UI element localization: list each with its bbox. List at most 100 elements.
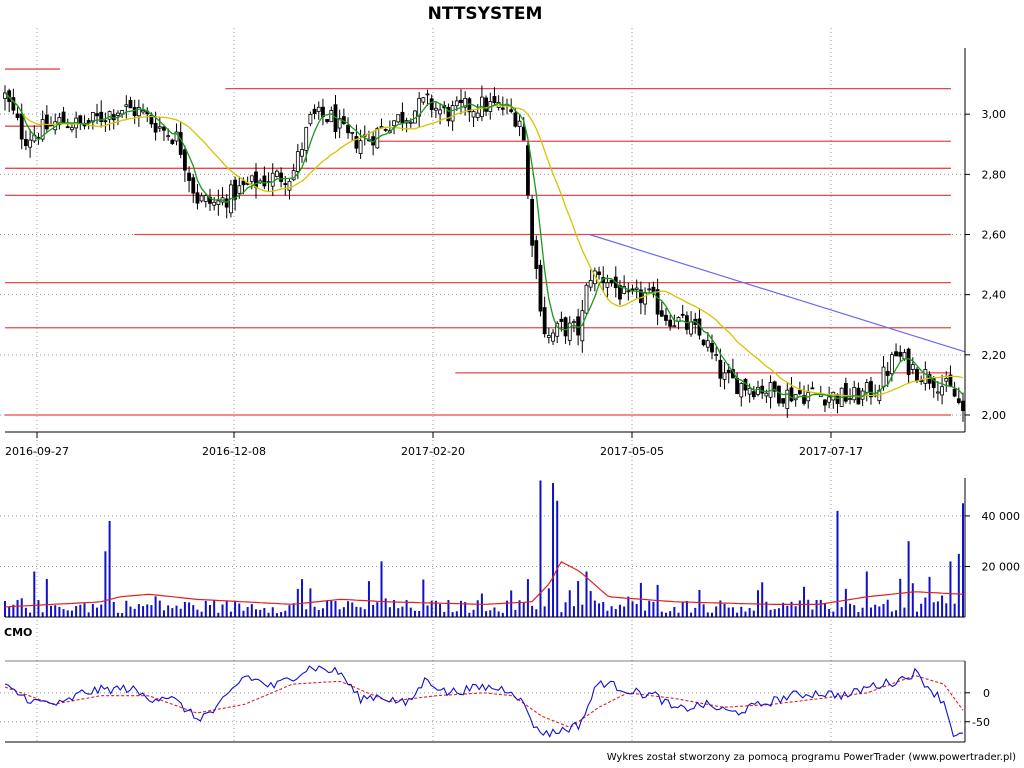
volume-bar <box>37 600 40 617</box>
candle-body <box>714 354 719 356</box>
volume-bar <box>292 603 295 617</box>
volume-bar <box>162 610 165 617</box>
candle-body <box>655 289 660 315</box>
x-tick-label: 2016-09-27 <box>5 445 69 458</box>
candle-body <box>203 195 208 202</box>
candle-body <box>559 318 564 322</box>
volume-bar <box>648 600 651 617</box>
volume-panel <box>4 480 964 617</box>
volume-bar <box>798 600 801 617</box>
candle-body <box>605 282 610 288</box>
volume-bar <box>476 600 479 617</box>
candle-body <box>396 114 401 123</box>
candle-body <box>438 109 442 115</box>
candle-body <box>300 149 304 157</box>
candle-body <box>61 111 66 123</box>
volume-bar <box>639 582 642 617</box>
candle-body <box>881 366 886 388</box>
volume-bar <box>514 609 517 617</box>
candle-body <box>567 322 572 341</box>
volume-bar <box>895 610 898 617</box>
volume-bar <box>844 588 847 617</box>
volume-bar <box>213 600 216 617</box>
volume-bar <box>928 576 931 617</box>
volume-bar <box>610 606 613 617</box>
candle-body <box>810 387 815 390</box>
volume-bar <box>819 599 822 617</box>
volume-bar <box>936 601 939 617</box>
volume-bar <box>455 611 458 617</box>
candle-body <box>940 386 944 396</box>
price-y-tick-label: 2,20 <box>982 349 1007 362</box>
cmo-y-tick-label: 0 <box>983 687 990 700</box>
candle-body <box>358 140 363 154</box>
volume-bar <box>87 612 90 617</box>
volume-bar <box>644 610 647 617</box>
price-y-tick-label: 2,00 <box>982 409 1007 422</box>
volume-bar <box>589 591 592 617</box>
volume-bar <box>54 605 57 617</box>
volume-bar <box>761 582 764 617</box>
volume-bar <box>769 609 772 617</box>
candle-body <box>572 321 576 324</box>
volume-bar <box>560 612 563 617</box>
volume-bar <box>623 606 626 617</box>
volume-bar <box>372 604 375 617</box>
candle-body <box>433 107 438 111</box>
candle-body <box>935 391 940 394</box>
candle-body <box>772 381 777 392</box>
candle-body <box>764 392 769 397</box>
volume-bar <box>740 606 743 617</box>
volume-bar <box>464 602 467 617</box>
volume-bar <box>271 607 274 617</box>
volume-bar <box>133 608 136 617</box>
candle-body <box>555 322 560 337</box>
volume-bar <box>154 596 157 617</box>
price-y-tick-label: 2,40 <box>982 289 1007 302</box>
volume-bar <box>736 612 739 617</box>
candle-body <box>308 114 313 125</box>
volume-bar <box>426 605 429 617</box>
volume-bar <box>531 605 534 617</box>
volume-bar <box>660 611 663 617</box>
volume-bar <box>723 603 726 617</box>
price-y-tick-label: 2,60 <box>982 228 1007 241</box>
cmo-line <box>4 665 964 738</box>
volume-bar <box>104 551 107 617</box>
volume-bar <box>405 600 408 617</box>
volume-bar <box>480 593 483 617</box>
volume-bar <box>296 588 299 617</box>
volume-bar <box>669 611 672 617</box>
candle-body <box>781 398 786 404</box>
volume-bar <box>196 609 199 617</box>
candle-body <box>128 100 133 109</box>
volume-bar <box>773 609 776 617</box>
volume-bar <box>342 607 345 617</box>
volume-bar <box>635 604 638 617</box>
volume-bar <box>192 605 195 617</box>
x-tick-label: 2017-02-20 <box>401 445 465 458</box>
volume-average-line <box>4 561 964 608</box>
candle-body <box>584 284 589 314</box>
volume-bar <box>652 601 655 617</box>
volume-bar <box>706 612 709 617</box>
volume-bar <box>957 553 960 617</box>
volume-bar <box>459 600 462 617</box>
candle-body <box>751 391 756 398</box>
candle-body <box>864 382 869 393</box>
candle-body <box>316 106 321 112</box>
candle-body <box>588 279 593 288</box>
candle-body <box>417 97 422 117</box>
candle-body <box>534 240 539 269</box>
volume-bar <box>250 604 253 617</box>
volume-bar <box>790 601 793 617</box>
volume-bar <box>171 608 174 617</box>
candle-body <box>622 286 627 294</box>
volume-bar <box>673 606 676 617</box>
volume-bar <box>472 609 475 617</box>
candle-body <box>295 151 300 172</box>
candle-body <box>647 288 652 291</box>
candle-body <box>233 179 237 200</box>
volume-bar <box>355 606 358 617</box>
candle-body <box>149 114 154 125</box>
